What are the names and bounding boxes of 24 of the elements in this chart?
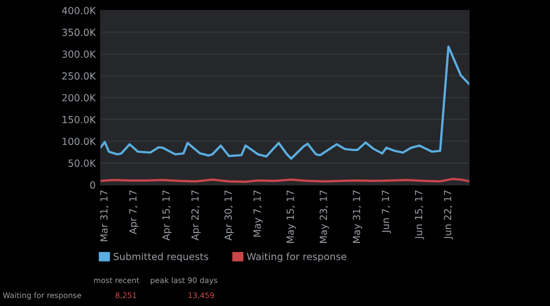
x-tick-label: May 31, 17	[352, 190, 362, 243]
y-tick-label: 100.0K	[62, 138, 96, 146]
x-tick-label: May 7, 17	[254, 190, 263, 237]
y-tick-label: 300.0K	[62, 50, 96, 58]
y-tick-label: 250.0K	[62, 72, 96, 80]
x-tick-label: Jun 7, 17	[382, 190, 391, 234]
x-tick-label: Apr 7, 17	[129, 190, 138, 234]
y-tick-label: 0	[90, 181, 96, 189]
x-tick-label: Apr 22, 17	[191, 190, 201, 240]
x-tick-label: May 23, 17	[320, 190, 329, 243]
legend-label: Submitted requests	[114, 252, 208, 262]
x-tick-label: Jun 22, 17	[444, 190, 454, 240]
y-tick-label: 50.0K	[68, 160, 96, 167]
legend-label: Waiting for response	[246, 252, 346, 262]
y-tick-label: 200.0K	[62, 94, 96, 102]
x-tick-label: Mar 31, 17	[100, 190, 109, 242]
y-tick-label: 150.0K	[62, 116, 96, 124]
x-tick-label: May 15, 17	[286, 190, 296, 243]
y-tick-label: 350.0K	[62, 28, 96, 36]
x-tick-label: Apr 30, 17	[224, 190, 234, 240]
x-tick-label: Apr 15, 17	[162, 190, 172, 240]
y-tick-label: 400.0K	[62, 6, 96, 14]
line-series	[100, 45, 470, 160]
x-tick-label: Jun 15, 17	[415, 190, 424, 240]
